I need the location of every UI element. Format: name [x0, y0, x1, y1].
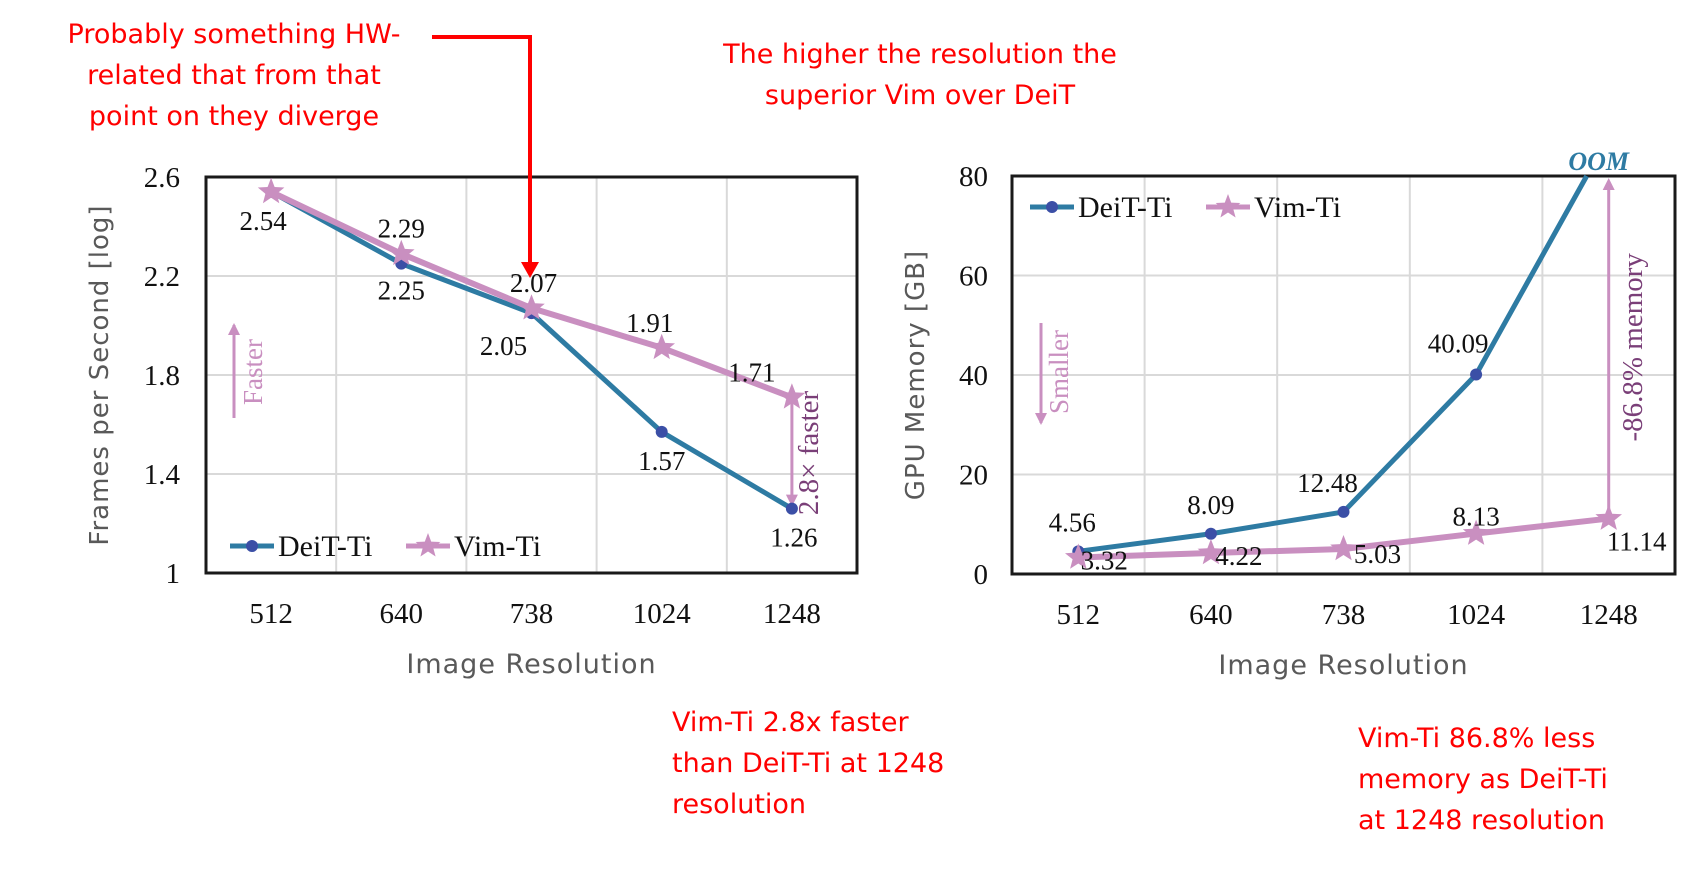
x-tick-label: 640	[380, 598, 424, 630]
y-tick-label: 80	[959, 161, 988, 193]
x-tick-label: 738	[510, 598, 554, 630]
data-label: 4.56	[1049, 507, 1096, 537]
star-marker	[648, 333, 675, 360]
data-label: 1.71	[728, 357, 775, 387]
y-tick-label: 60	[959, 261, 988, 293]
star-marker	[388, 239, 415, 266]
direction-hint-label: Smaller	[1044, 330, 1074, 414]
callout-label: 2.8× faster	[793, 390, 825, 515]
x-tick-label: 1024	[1447, 599, 1506, 631]
y-tick-label: 2.2	[144, 261, 180, 293]
data-label: 40.09	[1428, 329, 1489, 359]
x-tick-label: 512	[249, 598, 293, 630]
x-tick-label: 738	[1322, 599, 1366, 631]
star-icon	[415, 533, 441, 557]
annotation-less-memory: Vim-Ti 86.8% less memory as DeiT-Ti at 1…	[1358, 723, 1608, 836]
dot-icon	[246, 540, 258, 552]
legend-label: DeiT-Ti	[1078, 191, 1172, 224]
arrow-down-icon	[1035, 413, 1047, 425]
dot-icon	[1046, 201, 1058, 213]
data-label: 5.03	[1354, 539, 1401, 569]
data-label: 1.91	[626, 308, 673, 338]
annotation-arrow	[432, 35, 539, 278]
data-label: 2.25	[378, 276, 425, 306]
y-axis-title: GPU Memory [GB]	[901, 250, 931, 500]
dot-marker	[1337, 505, 1350, 518]
y-tick-label: 1.4	[144, 459, 181, 491]
data-label: 8.09	[1187, 490, 1234, 520]
x-axis-title: Image Resolution	[1218, 650, 1468, 681]
legend: DeiT-Ti Vim-Ti	[1030, 191, 1341, 224]
arrow-down-icon	[785, 494, 798, 507]
y-tick-label: 1	[166, 558, 181, 590]
annotation-hw-divergence: Probably something HW- related that from…	[67, 19, 401, 132]
data-label: 8.13	[1452, 502, 1499, 532]
x-axis-title: Image Resolution	[406, 649, 656, 680]
x-tick-label: 512	[1057, 599, 1101, 631]
y-tick-label: 2.6	[144, 162, 180, 194]
x-tick-label: 1024	[633, 598, 692, 630]
data-label: 12.48	[1297, 468, 1358, 498]
legend: DeiT-Ti Vim-Ti	[230, 530, 541, 563]
dot-marker	[785, 502, 798, 515]
plot-frame	[1010, 174, 1677, 576]
data-label: 3.32	[1081, 545, 1128, 575]
star-marker	[1197, 539, 1225, 565]
y-tick-label: 0	[974, 559, 989, 591]
legend-label: Vim-Ti	[1254, 191, 1341, 224]
y-tick-label: 20	[959, 460, 988, 492]
data-label: 1.57	[638, 446, 685, 476]
annotation-faster: Vim-Ti 2.8x faster than DeiT-Ti at 1248 …	[672, 707, 945, 820]
y-tick-label: 1.8	[144, 360, 180, 392]
data-label: 2.29	[378, 214, 425, 244]
data-label: 1.26	[770, 523, 817, 553]
star-marker	[1595, 504, 1622, 530]
dot-marker	[1470, 368, 1483, 381]
fps-chart: 1 1.4 1.8 2.2 2.6 512 640 738 1024 1248 Image Reso…	[85, 162, 859, 680]
star-marker	[1462, 519, 1490, 545]
x-tick-label: 640	[1189, 599, 1233, 631]
data-label: 4.22	[1215, 541, 1262, 571]
annotation-arrowhead	[521, 262, 539, 278]
y-axis-title: Frames per Second [log]	[85, 204, 115, 545]
data-label: 2.54	[239, 206, 287, 236]
arrow-up-icon	[1602, 178, 1615, 190]
oom-label: OOM	[1568, 147, 1630, 176]
data-label: 2.07	[510, 268, 557, 298]
arrow-up-icon	[228, 323, 240, 335]
star-marker	[518, 294, 545, 320]
dot-marker	[1204, 527, 1217, 540]
annotation-superior-vim: The higher the resolution the superior V…	[723, 39, 1117, 111]
star-marker	[257, 177, 285, 204]
legend-label: Vim-Ti	[454, 530, 541, 563]
star-icon	[1215, 194, 1241, 218]
memory-chart: 0 20 40 60 80 512 640 738 1024 1248 Image Resoluti…	[901, 147, 1677, 681]
star-marker	[1065, 543, 1092, 569]
x-tick-label: 1248	[1580, 599, 1638, 631]
data-label: 2.05	[480, 331, 527, 361]
star-marker	[778, 383, 806, 409]
direction-hint-label: Faster	[238, 339, 268, 405]
star-marker	[1330, 535, 1357, 561]
callout-label: -86.8% memory	[1617, 253, 1649, 442]
dot-marker	[655, 425, 668, 438]
legend-label: DeiT-Ti	[278, 530, 372, 563]
annotation-arrow-line	[432, 35, 532, 265]
data-label: 11.14	[1607, 527, 1667, 557]
y-tick-label: 40	[959, 360, 988, 392]
x-tick-label: 1248	[763, 598, 821, 630]
